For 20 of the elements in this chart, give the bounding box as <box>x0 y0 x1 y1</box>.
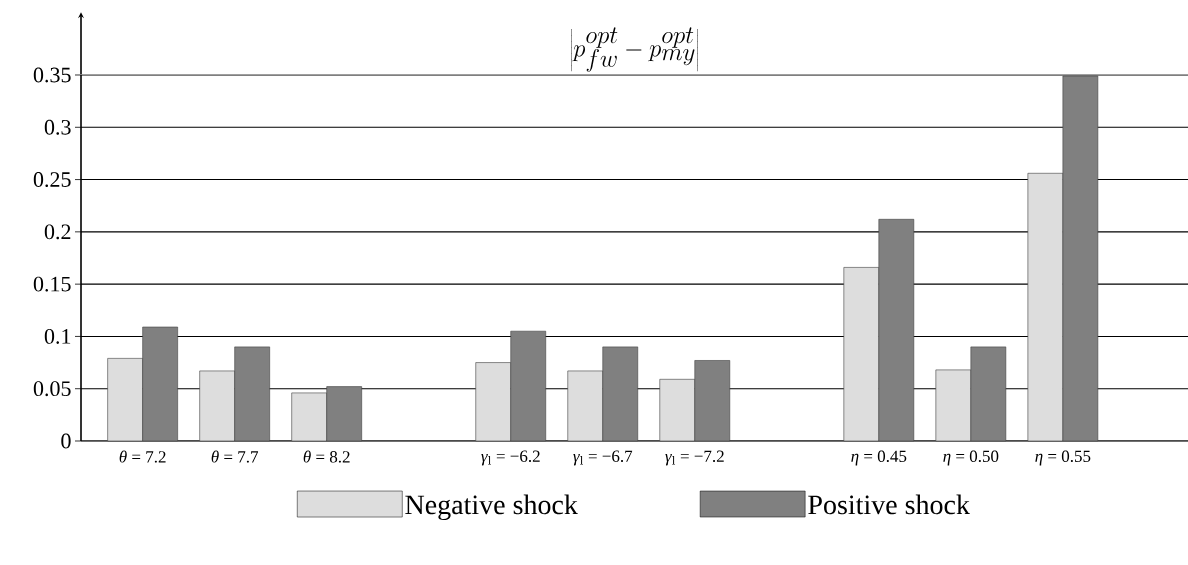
legend-label: Negative shock <box>405 494 578 521</box>
x-tick-label: γ$_{l}$ = −6.7 <box>573 450 633 466</box>
y-tick-label: 0 <box>61 433 71 449</box>
legend-label: Positive shock <box>808 494 970 515</box>
x-tick-label: η = 0.45 <box>851 450 907 466</box>
x-tick-label: γ$_{l}$ = −6.2 <box>481 450 540 466</box>
x-tick-label: η = 0.55 <box>1035 450 1091 466</box>
y-tick-label: 0.25 <box>33 172 71 188</box>
x-tick-label: θ = 7.7 <box>211 450 259 463</box>
y-tick-label: 0.15 <box>33 276 71 292</box>
x-tick-label: γ$_{l}$ = −7.2 <box>665 450 724 466</box>
x-tick-label: θ = 7.2 <box>119 450 166 463</box>
y-tick-label: 0.35 <box>33 67 71 83</box>
y-tick-label: 0.3 <box>44 119 71 135</box>
y-tick-label: 0.2 <box>44 224 71 240</box>
x-tick-label: θ = 8.2 <box>303 450 350 463</box>
chart-title: $\left|p^{opt}_{fw} - p^{opt}_{my}\right|$ <box>571 27 698 72</box>
x-tick-label: η = 0.50 <box>943 450 999 466</box>
y-tick-label: 0.1 <box>44 328 71 344</box>
y-tick-label: 0.05 <box>33 381 71 397</box>
